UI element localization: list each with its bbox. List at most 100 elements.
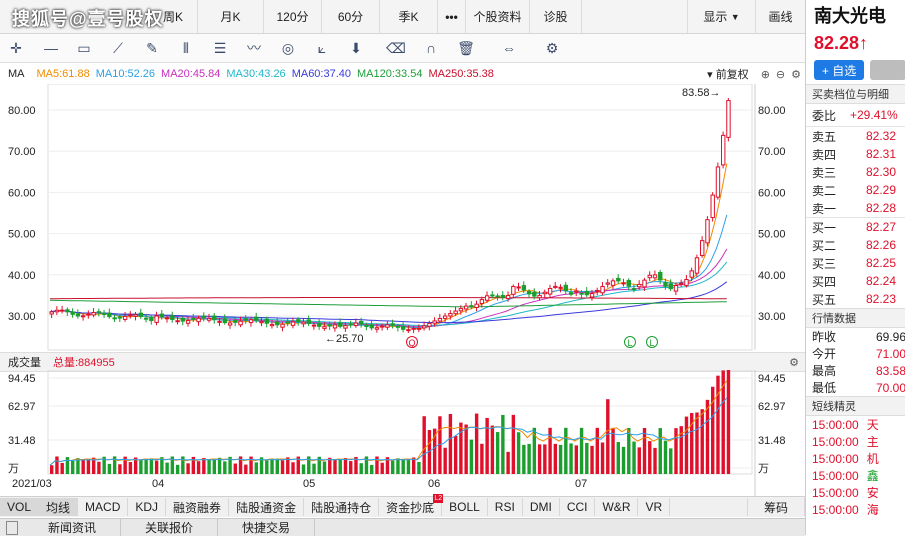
volume-bar — [60, 462, 64, 474]
tab-diagnose[interactable]: 诊股 — [530, 0, 582, 33]
indicator-kdj[interactable]: KDJ — [128, 498, 167, 516]
chart-settings-icon[interactable]: ⚙ — [791, 68, 801, 81]
candle-body — [406, 329, 411, 332]
volume-bar — [726, 370, 731, 474]
chip-button[interactable]: 筹码 — [746, 498, 805, 516]
pencil-icon[interactable]: ✎ — [146, 39, 158, 56]
candle-body — [322, 326, 327, 329]
tab-quick-trade[interactable]: 快捷交易 — [218, 519, 316, 536]
eraser-icon[interactable]: ⌫ — [386, 39, 406, 56]
fan-icon[interactable]: ⟋ — [113, 39, 123, 56]
candle-body — [159, 313, 165, 318]
expand-icon[interactable]: ⇔ — [502, 40, 516, 56]
tab-quarter-k[interactable]: 季K — [380, 0, 438, 33]
wave-icon[interactable]: 〰 — [247, 40, 261, 56]
indicator--5[interactable]: 陆股通资金 — [229, 498, 305, 516]
indicator--1[interactable]: 均线 — [39, 498, 79, 516]
more-tabs-button[interactable]: ••• — [438, 0, 466, 33]
add-favorite-button[interactable]: + 自选 — [814, 60, 865, 80]
candle-body — [448, 313, 453, 317]
elves-row[interactable]: 15:00:00 海 — [812, 502, 879, 518]
tab-news[interactable]: 新闻资讯 — [24, 519, 122, 536]
candle-body — [359, 320, 364, 325]
quote-title: 行情数据 — [806, 308, 905, 328]
trash-icon[interactable]: 🗑 — [457, 39, 475, 56]
candle-body — [411, 327, 416, 330]
volume-bar — [621, 446, 626, 474]
volume-bar — [658, 428, 662, 474]
volume-bar — [417, 461, 421, 474]
candle-body — [710, 194, 715, 219]
secondary-button[interactable] — [870, 60, 905, 80]
candle-body — [574, 290, 579, 293]
candle-body — [290, 321, 296, 326]
indicator-vol[interactable]: VOL — [0, 498, 40, 516]
elves-row[interactable]: 15:00:00 机 — [812, 451, 879, 467]
volume-bar — [91, 457, 96, 474]
move-icon[interactable]: ✛ — [10, 39, 22, 56]
kline-chart[interactable]: 80.00 80.00 70.00 70.00 60.00 60.00 50.00 50.00… — [0, 84, 805, 352]
volume-bar — [81, 459, 85, 474]
panel-toggle-icon[interactable] — [6, 520, 18, 535]
indicator-vr[interactable]: VR — [638, 498, 671, 516]
fib-icon[interactable]: ⟀ — [317, 39, 327, 56]
indicator-macd[interactable]: MACD — [78, 498, 129, 516]
arrow-down-icon[interactable]: ⬇ — [350, 39, 362, 56]
indicator-rsi[interactable]: RSI — [488, 498, 523, 516]
signal-marker: Q — [408, 338, 415, 348]
price-tick-label-left: 40.00 — [8, 270, 36, 282]
list-icon[interactable]: ☰ — [213, 39, 227, 56]
zoom-in-icon[interactable]: ⊕ — [760, 68, 770, 81]
tab-stock-profile[interactable]: 个股资料 — [466, 0, 530, 33]
indicator-dmi[interactable]: DMI — [523, 498, 560, 516]
ma60-value: MA60:37.40 — [291, 68, 352, 80]
low-price-marker: ←25.70 — [325, 333, 364, 345]
draw-line-button[interactable]: 画线 — [755, 0, 805, 33]
tab-related-quotes[interactable]: 关联报价 — [121, 519, 219, 536]
candle-body — [133, 314, 138, 317]
ma30-value: MA30:43.26 — [226, 68, 286, 80]
display-dropdown[interactable]: 显示 ▼ — [687, 0, 755, 33]
indicator-cci[interactable]: CCI — [560, 498, 596, 516]
volume-header: 成交量 总量:884955 ⚙ — [0, 352, 805, 372]
quote-list: 昨收 69.96 今开 71.00 最高 83.58 最低 70.00 — [806, 328, 905, 396]
elves-list: 15:00:00 天 15:00:00 主 15:00:00 机 15:00:00 鑫 15:0… — [806, 416, 905, 518]
volume-bar — [490, 425, 495, 474]
volume-bar — [317, 456, 321, 474]
line-icon[interactable]: — — [44, 40, 58, 56]
settings-icon[interactable]: ⚙ — [545, 39, 559, 56]
volume-chart[interactable]: 94.45 94.45 62.97 62.97 31.48 31.48 万 万 2021/03 0… — [0, 370, 805, 496]
elves-row[interactable]: 15:00:00 主 — [812, 434, 879, 450]
elves-row[interactable]: 15:00:00 天 — [812, 417, 879, 433]
rect-icon[interactable]: ▭ — [77, 39, 91, 56]
indicator--6[interactable]: 陆股通持仓 — [304, 498, 380, 516]
volume-bar — [679, 426, 683, 474]
indicator-wr[interactable]: W&R — [595, 498, 639, 516]
adjust-dropdown[interactable]: ▾ 前复权 — [707, 69, 749, 81]
magnet-icon[interactable]: ∩ — [425, 40, 437, 56]
cycle-icon[interactable]: ◎ — [281, 39, 295, 56]
volume-tick-right: 94.45 — [758, 373, 786, 385]
candle-body — [275, 321, 280, 326]
tab-120min[interactable]: 120分 — [264, 0, 322, 33]
volume-bar — [632, 441, 636, 474]
tab-month-k[interactable]: 月K — [198, 0, 264, 33]
tab-60min[interactable]: 60分 — [322, 0, 380, 33]
zoom-out-icon[interactable]: ⊖ — [775, 68, 786, 81]
candle-body — [259, 321, 264, 324]
elves-row[interactable]: 15:00:00 鑫 — [812, 468, 879, 484]
bars-icon[interactable]: ⫴ — [183, 39, 189, 56]
indicator--4[interactable]: 融资融券 — [166, 498, 230, 516]
candle-body — [280, 323, 285, 328]
volume-bar — [569, 443, 573, 474]
tab-week-k[interactable]: 周K — [0, 0, 198, 33]
candle-body — [495, 295, 500, 298]
volume-bar — [516, 432, 521, 474]
candle-body — [432, 320, 437, 324]
volume-tick-left: 31.48 — [8, 435, 36, 447]
volume-bar — [291, 462, 295, 474]
elves-row[interactable]: 15:00:00 安 — [812, 485, 879, 501]
indicator-boll[interactable]: BOLL — [442, 498, 488, 516]
volume-settings-icon[interactable]: ⚙ — [789, 356, 799, 369]
indicator--7[interactable]: 资金抄底 L2 — [379, 494, 444, 516]
